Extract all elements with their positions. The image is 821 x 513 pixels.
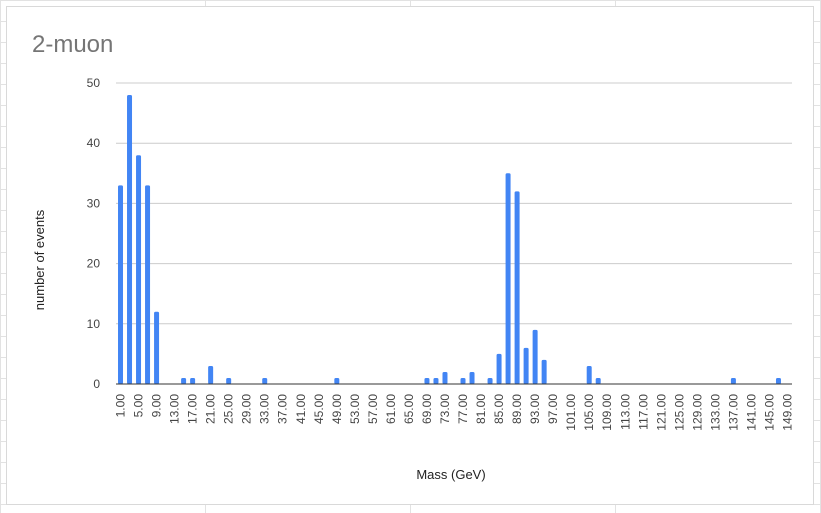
bar-137.00[interactable]: [730, 377, 736, 384]
x-tick-label: 97.00: [546, 394, 560, 424]
x-tick-label: 65.00: [402, 394, 416, 424]
x-tick-label: 41.00: [294, 394, 308, 424]
x-tick-label: 137.00: [726, 394, 740, 431]
bar-71.00[interactable]: [433, 377, 439, 384]
bar-93.00[interactable]: [532, 329, 538, 384]
x-tick-label: 125.00: [672, 394, 686, 431]
x-tick-label: 141.00: [744, 394, 758, 431]
bar-17.00[interactable]: [190, 377, 196, 384]
bar-5.00[interactable]: [136, 155, 142, 384]
x-tick-label: 69.00: [420, 394, 434, 424]
bar-73.00[interactable]: [442, 371, 448, 384]
bar-85.00[interactable]: [496, 353, 502, 384]
x-axis-tick-labels: 1.00 5.00 9.00 13.00 17.00 21.00 25.00 29.00 33.…: [114, 394, 795, 431]
x-tick-label: 45.00: [312, 394, 326, 424]
x-tick-label: 77.00: [456, 394, 470, 424]
x-tick-label: 1.00: [114, 394, 128, 418]
bar-77.00[interactable]: [460, 377, 466, 384]
x-tick-label: 133.00: [708, 394, 722, 431]
x-tick-label: 49.00: [330, 394, 344, 424]
x-tick-label: 105.00: [582, 394, 596, 431]
bar-87.00[interactable]: [505, 173, 511, 384]
chart-title: 2-muon: [32, 31, 114, 58]
y-tick-label: 50: [87, 76, 101, 90]
bar-147.00[interactable]: [775, 377, 781, 384]
x-tick-label: 53.00: [348, 394, 362, 424]
x-tick-label: 61.00: [384, 394, 398, 424]
y-tick-label: 30: [87, 196, 101, 210]
x-tick-label: 33.00: [258, 394, 272, 424]
x-tick-label: 129.00: [690, 394, 704, 431]
y-tick-label: 10: [87, 317, 101, 331]
x-tick-label: 85.00: [492, 394, 506, 424]
y-tick-label: 40: [87, 136, 101, 150]
bar-3.00[interactable]: [127, 95, 133, 384]
bar-33.00[interactable]: [262, 377, 268, 384]
x-tick-label: 9.00: [150, 394, 164, 418]
x-tick-label: 101.00: [564, 394, 578, 431]
bar-25.00[interactable]: [226, 377, 232, 384]
x-tick-label: 149.00: [780, 394, 794, 431]
bar-95.00[interactable]: [541, 359, 547, 384]
x-tick-label: 89.00: [510, 394, 524, 424]
x-tick-label: 29.00: [240, 394, 254, 424]
bar-79.00[interactable]: [469, 371, 475, 384]
bar-107.00[interactable]: [595, 377, 601, 384]
x-tick-label: 5.00: [132, 394, 146, 418]
bar-89.00[interactable]: [514, 191, 520, 384]
bar-91.00[interactable]: [523, 347, 529, 384]
x-tick-label: 21.00: [204, 394, 218, 424]
x-tick-label: 57.00: [366, 394, 380, 424]
x-tick-label: 81.00: [474, 394, 488, 424]
x-tick-label: 73.00: [438, 394, 452, 424]
x-tick-label: 145.00: [762, 394, 776, 431]
x-tick-label: 37.00: [276, 394, 290, 424]
bar-1.00[interactable]: [118, 185, 124, 384]
bar-49.00[interactable]: [334, 377, 340, 384]
y-tick-label: 20: [87, 257, 101, 271]
bar-9.00[interactable]: [154, 311, 160, 384]
y-tick-label: 0: [93, 377, 100, 391]
x-axis-title: Mass (GeV): [416, 467, 485, 482]
x-tick-label: 13.00: [168, 394, 182, 424]
bar-83.00[interactable]: [487, 377, 493, 384]
bars: [118, 95, 781, 384]
bar-105.00[interactable]: [586, 365, 592, 384]
x-tick-label: 17.00: [186, 394, 200, 424]
x-tick-label: 109.00: [600, 394, 614, 431]
bar-7.00[interactable]: [145, 185, 151, 384]
bar-21.00[interactable]: [208, 365, 214, 384]
x-tick-label: 25.00: [222, 394, 236, 424]
x-tick-label: 93.00: [528, 394, 542, 424]
x-tick-label: 113.00: [618, 394, 632, 430]
y-axis-title: number of events: [32, 209, 47, 310]
x-tick-label: 117.00: [636, 394, 650, 430]
x-tick-label: 121.00: [654, 394, 668, 431]
y-axis-tick-labels: 0 10 20 30 40 50: [87, 76, 101, 391]
bar-69.00[interactable]: [424, 377, 430, 384]
bar-15.00[interactable]: [181, 377, 187, 384]
gridlines: [116, 82, 792, 385]
